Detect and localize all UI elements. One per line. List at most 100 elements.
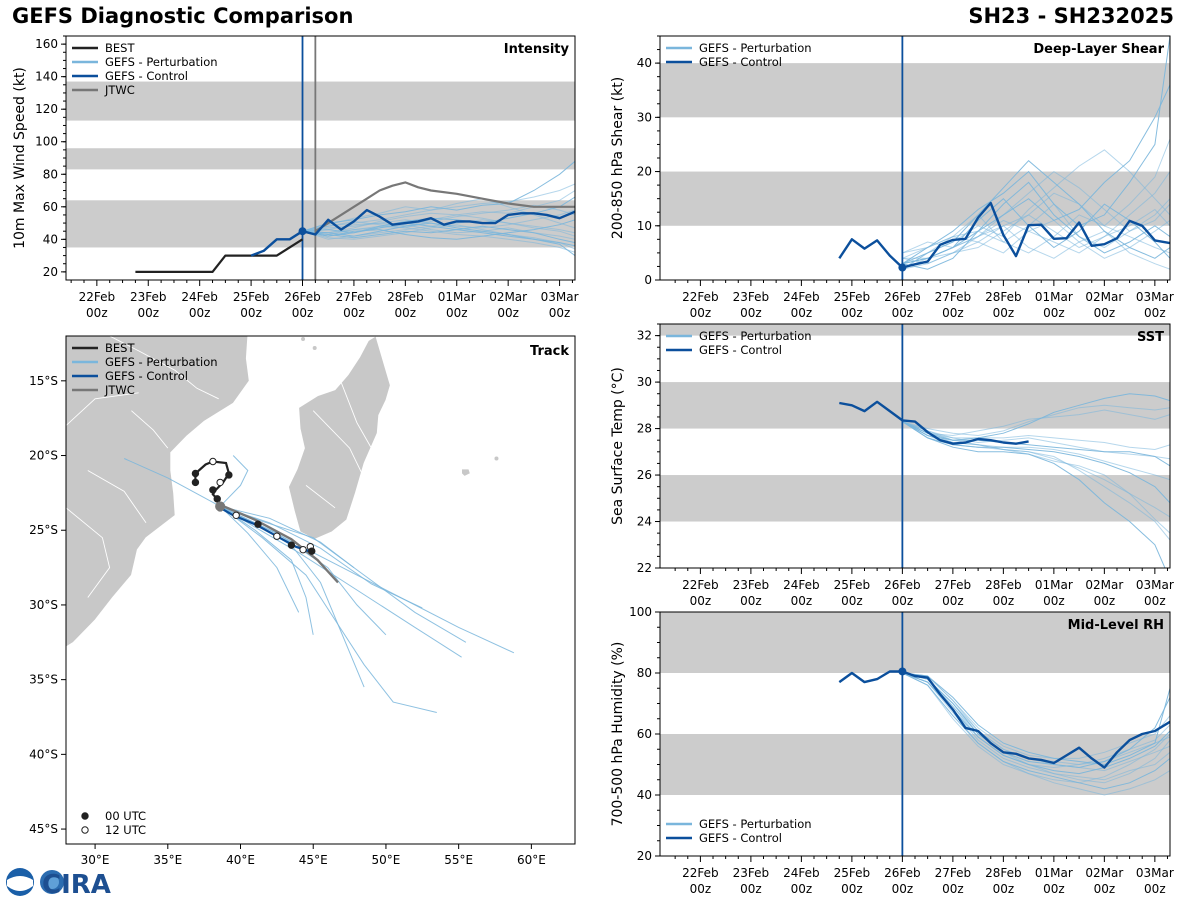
island-1: [301, 336, 306, 341]
legend-label: GEFS - Control: [105, 369, 188, 383]
ensemble-member-6: [902, 421, 1170, 467]
x-tick-label-hour: 00z: [993, 306, 1015, 320]
ensemble-member-8: [902, 672, 1170, 772]
x-tick-label-hour: 00z: [841, 594, 863, 608]
y-tick-label: 20: [637, 849, 652, 863]
x-tick-label-hour: 00z: [690, 306, 712, 320]
x-tick-label-date: 03Mar: [1136, 290, 1174, 304]
y-tick-label: 100: [35, 135, 58, 149]
cira-logo: CIRA: [6, 868, 111, 900]
country-border-6: [305, 485, 336, 509]
control-track-marker-2: [254, 520, 262, 528]
country-border-5: [312, 410, 365, 479]
jtwc-track: [219, 503, 339, 584]
x-tick-label-hour: 00z: [740, 306, 762, 320]
x-tick-label-date: 23Feb: [733, 290, 770, 304]
x-tick-label-hour: 00z: [791, 882, 813, 896]
x-tick-label-hour: 00z: [240, 306, 262, 320]
x-tick-label-date: 01Mar: [1035, 866, 1073, 880]
ensemble-member-6: [902, 672, 1170, 766]
x-tick-label-hour: 00z: [1094, 594, 1116, 608]
y-tick-label: 30°S: [29, 598, 58, 612]
map-area: [66, 336, 515, 713]
ensemble-member-7: [902, 421, 1170, 518]
y-tick-label: 15°S: [29, 374, 58, 388]
x-tick-label-date: 26Feb: [884, 290, 921, 304]
header-title: GEFS Diagnostic Comparison: [12, 4, 354, 28]
plot-area-shear: [660, 36, 1170, 280]
jtwc-initial-position: [215, 501, 226, 512]
x-tick-label-hour: 00z: [690, 594, 712, 608]
series-best: [135, 238, 304, 273]
x-tick-label-date: 27Feb: [336, 290, 373, 304]
x-tick-label-date: 23Feb: [733, 866, 770, 880]
legend-marker: [81, 812, 89, 820]
x-tick-label-hour: 00z: [549, 306, 571, 320]
y-tick-label: 100: [629, 605, 652, 619]
y-tick-label: 160: [35, 37, 58, 51]
x-tick-label-hour: 00z: [740, 594, 762, 608]
x-tick-label-date: 23Feb: [130, 290, 167, 304]
x-tick-label-hour: 00z: [86, 306, 108, 320]
plot-area-rh: [660, 612, 1170, 856]
ensemble-member-4: [902, 192, 1170, 270]
y-tick-label: 10: [637, 219, 652, 233]
series-gefs-control: [839, 400, 1029, 445]
legend-label: GEFS - Perturbation: [699, 329, 812, 343]
legend-label: JTWC: [104, 83, 135, 97]
best-track-marker-0: [191, 478, 200, 487]
shaded-band-0: [66, 200, 575, 248]
ensemble-member-5: [902, 672, 1170, 784]
x-tick-label-hour: 00z: [791, 306, 813, 320]
x-tick-label-date: 27Feb: [935, 866, 972, 880]
x-tick-label-date: 25Feb: [233, 290, 270, 304]
shaded-band-1: [66, 148, 575, 170]
series-gefs-control: [838, 201, 1170, 269]
y-tick-label: 120: [35, 102, 58, 116]
x-tick-label-date: 22Feb: [682, 290, 719, 304]
ensemble-member-13: [302, 224, 575, 240]
x-tick-label-date: 26Feb: [884, 866, 921, 880]
x-tick-label-date: 25Feb: [834, 290, 871, 304]
perturbation-track-2: [219, 505, 437, 713]
y-axis-label: 10m Max Wind Speed (kt): [12, 67, 28, 249]
y-tick-label: 60: [637, 727, 652, 741]
shaded-band-0: [660, 475, 1170, 522]
analysis-marker-0: [898, 667, 907, 676]
legend-label: GEFS - Perturbation: [105, 55, 218, 69]
legend-marker-label: 00 UTC: [105, 809, 146, 823]
legend-label: BEST: [105, 41, 135, 55]
x-tick-label: 60°E: [517, 853, 546, 867]
y-tick-label: 40: [43, 232, 58, 246]
x-tick-label-hour: 00z: [892, 882, 914, 896]
x-tick-label-hour: 00z: [292, 306, 314, 320]
x-tick-label-date: 01Mar: [1035, 290, 1073, 304]
panel-sst: 22 24 26 28 30 32 22Feb 00z 23Feb 00z 24Feb 00z 25Fe…: [610, 323, 1174, 608]
x-tick-label-hour: 00z: [497, 306, 519, 320]
y-tick-label: 32: [637, 329, 652, 343]
x-tick-label-hour: 00z: [892, 594, 914, 608]
x-tick-label-date: 24Feb: [783, 290, 820, 304]
legend-marker-label: 12 UTC: [105, 823, 146, 837]
y-axis-label: 700-500 hPa Humidity (%): [610, 642, 626, 827]
perturbation-track-3: [219, 505, 365, 688]
x-tick-label-date: 27Feb: [935, 290, 972, 304]
y-tick-label: 24: [637, 515, 652, 529]
x-tick-label-date: 26Feb: [284, 290, 321, 304]
y-tick-label: 20: [637, 165, 652, 179]
panel-title: SST: [1137, 330, 1164, 345]
ensemble-member-10: [902, 409, 1170, 437]
y-tick-label: 45°S: [29, 822, 58, 836]
x-tick-label-date: 02Mar: [1085, 578, 1123, 592]
x-tick-label-hour: 00z: [1144, 306, 1166, 320]
ensemble-member-1: [902, 198, 1170, 270]
x-tick-label-date: 28Feb: [985, 866, 1022, 880]
header-storm-id: SH23 - SH232025: [968, 4, 1174, 28]
y-tick-label: 25°S: [29, 523, 58, 537]
x-tick-label-hour: 00z: [1144, 882, 1166, 896]
ensemble-member-3: [902, 421, 1166, 568]
ensemble-member-8: [302, 212, 575, 234]
x-tick-label-date: 24Feb: [783, 578, 820, 592]
x-tick-label-date: 26Feb: [884, 578, 921, 592]
control-track-marker-7: [308, 547, 316, 555]
